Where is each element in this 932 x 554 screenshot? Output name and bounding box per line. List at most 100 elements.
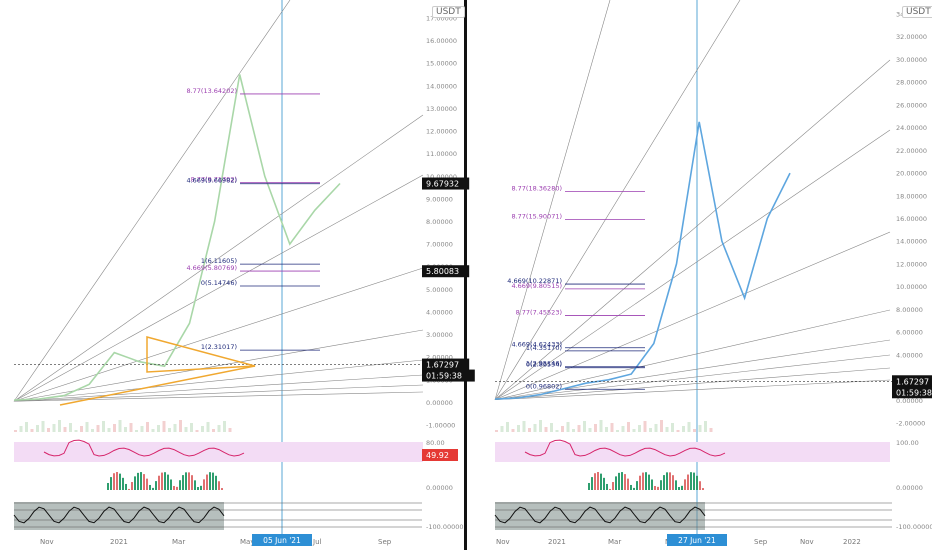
macd-bar (191, 475, 193, 490)
macd-bar (137, 472, 139, 490)
fan-ray (13, 114, 424, 402)
fan-ray (494, 354, 891, 401)
macd-bar (603, 477, 605, 490)
macd-bar (182, 475, 184, 490)
price-tag: 9.67932 (426, 180, 459, 189)
volume-bar (709, 428, 713, 432)
macd-bar (663, 475, 665, 490)
volume-bar (687, 422, 691, 432)
volume-bar (206, 422, 210, 432)
y-tick-label: 2.00000 (426, 354, 453, 362)
volume-bar (588, 428, 592, 432)
y-tick-label: 13.00000 (426, 105, 457, 113)
price-tag-bg (892, 386, 932, 399)
macd-bar (149, 484, 151, 490)
price-tag-bg (422, 369, 475, 382)
price-tag: 01:59:38 (426, 372, 462, 381)
fib-label: 0(2.86534) (526, 361, 562, 369)
macd-bar (110, 477, 112, 490)
volume-bar (533, 424, 537, 432)
fan-ray (13, 391, 424, 402)
x-tick-label: Nov (40, 538, 54, 546)
price-tag-bg (892, 375, 932, 388)
fib-label: 4.669(4.62433) (511, 341, 562, 349)
fan-ray (13, 329, 424, 402)
macd-bar (594, 473, 596, 490)
y-tick-label: 9.00000 (426, 195, 453, 203)
y-tick-label: 0.00000 (426, 399, 453, 407)
price-tag: 5.80083 (426, 267, 459, 276)
macd-bar (125, 483, 127, 490)
macd-bar (690, 472, 692, 490)
currency-badge-right[interactable]: USDT (902, 6, 932, 18)
fib-label: 8.77(15.90071) (511, 213, 562, 221)
y-tick-label: 8.00000 (896, 306, 923, 314)
macd-bar (651, 479, 653, 490)
macd-bar (588, 482, 590, 490)
y-tick-label: 14.00000 (426, 82, 457, 90)
macd-bar (609, 488, 611, 490)
x-tick-label: Sep (378, 538, 392, 546)
macd-bar (702, 488, 704, 490)
fib-label: 8.77(13.64202) (186, 87, 237, 95)
macd-bar (194, 480, 196, 490)
macd-bar (648, 474, 650, 490)
oscillator-axis-label: -100.00000 (896, 523, 932, 531)
y-tick-label: 4.00000 (896, 351, 923, 359)
macd-bar (636, 481, 638, 490)
fib-label: 4.669(5.80769) (186, 264, 237, 272)
fan-ray (13, 374, 424, 402)
fan-ray (13, 384, 424, 402)
volume-bar (654, 424, 658, 432)
volume-bar (52, 424, 56, 432)
rsi-band (14, 442, 423, 462)
macd-bar (119, 473, 121, 490)
x-tick-label: 2022 (843, 538, 861, 546)
macd-bar (657, 486, 659, 490)
volume-bar (179, 420, 182, 432)
macd-bar (146, 478, 148, 490)
macd-bar (660, 480, 662, 490)
volume-bar (555, 430, 559, 432)
y-tick-label: 18.00000 (896, 192, 927, 200)
volume-bar (129, 423, 133, 432)
volume-bar (649, 428, 652, 432)
macd-bar (164, 472, 166, 490)
y-tick-label: 15.00000 (426, 60, 457, 68)
macd-bar (161, 472, 163, 490)
price-tag-bg (422, 358, 470, 371)
date-tag-bg (252, 534, 312, 546)
volume-bar (627, 422, 630, 432)
macd-bar (627, 478, 629, 490)
macd-bar (654, 485, 656, 490)
fan-ray (13, 267, 424, 402)
price-tag-bg (422, 177, 470, 190)
rsi-value-tag-bg (422, 449, 458, 461)
macd-bar (167, 474, 169, 490)
fan-ray (494, 0, 611, 400)
macd-bar (678, 487, 680, 490)
currency-badge-left[interactable]: USDT (432, 6, 465, 18)
volume-bar (63, 427, 67, 432)
volume-bar (638, 425, 641, 432)
x-tick-label: Nov (800, 538, 814, 546)
macd-bar (630, 484, 632, 490)
fan-ray (13, 174, 424, 402)
y-tick-label: -1.00000 (426, 422, 455, 430)
macd-bar (221, 488, 223, 490)
macd-bar (176, 486, 178, 490)
volume-bar (14, 430, 17, 432)
macd-bar (591, 477, 593, 490)
macd-bar (645, 472, 647, 490)
volume-bar (157, 425, 160, 432)
fib-label: 8.77(9.71702) (191, 176, 237, 184)
fan-ray (13, 0, 291, 402)
y-tick-label: 0.00000 (896, 397, 923, 405)
macd-bar (642, 472, 644, 490)
fib-label: 0(5.14746) (201, 279, 237, 287)
volume-bar (572, 429, 575, 432)
volume-bar (616, 430, 619, 432)
y-tick-label: 16.00000 (896, 215, 927, 223)
